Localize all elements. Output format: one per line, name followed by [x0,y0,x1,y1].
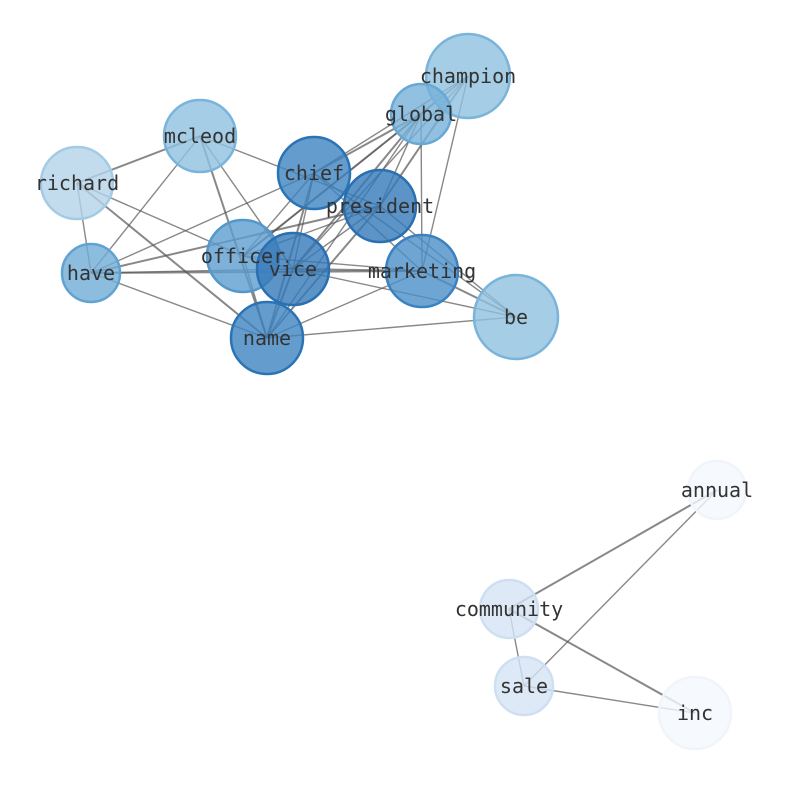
node-label-president: president [326,194,434,218]
edge-annual-community [508,489,718,610]
node-sale [493,655,555,717]
node-annual [686,459,748,521]
node-label-sale: sale [500,674,548,698]
labels-layer: champion global mcleod richard chief presiden… [35,64,753,725]
node-label-richard: richard [35,171,119,195]
node-label-community: community [455,597,563,621]
node-label-officer: officer [201,244,285,268]
node-label-vice: vice [269,257,317,281]
node-label-marketing: marketing [368,259,476,283]
node-label-inc: inc [677,701,713,725]
node-richard [39,145,115,221]
node-label-mcleod: mcleod [164,124,236,148]
node-label-name: name [243,326,291,350]
node-label-global: global [385,102,457,126]
node-label-chief: chief [284,161,344,185]
node-inc [657,675,733,751]
node-label-champion: champion [420,64,516,88]
node-marketing [384,233,460,309]
edges-layer [76,75,718,714]
node-mcleod [162,98,238,174]
nodes-layer [39,32,748,751]
edge-have-chief [90,172,315,274]
node-have [60,242,122,304]
node-be [472,273,560,361]
node-community [478,578,540,640]
node-president [342,168,418,244]
node-label-annual: annual [681,478,753,502]
node-label-be: be [504,305,528,329]
node-chief [276,135,352,211]
node-name [229,300,305,376]
node-vice [255,231,331,307]
node-label-have: have [67,261,115,285]
node-global [389,82,453,146]
edge-richard-name [76,182,268,339]
edge-annual-sale [523,489,718,687]
